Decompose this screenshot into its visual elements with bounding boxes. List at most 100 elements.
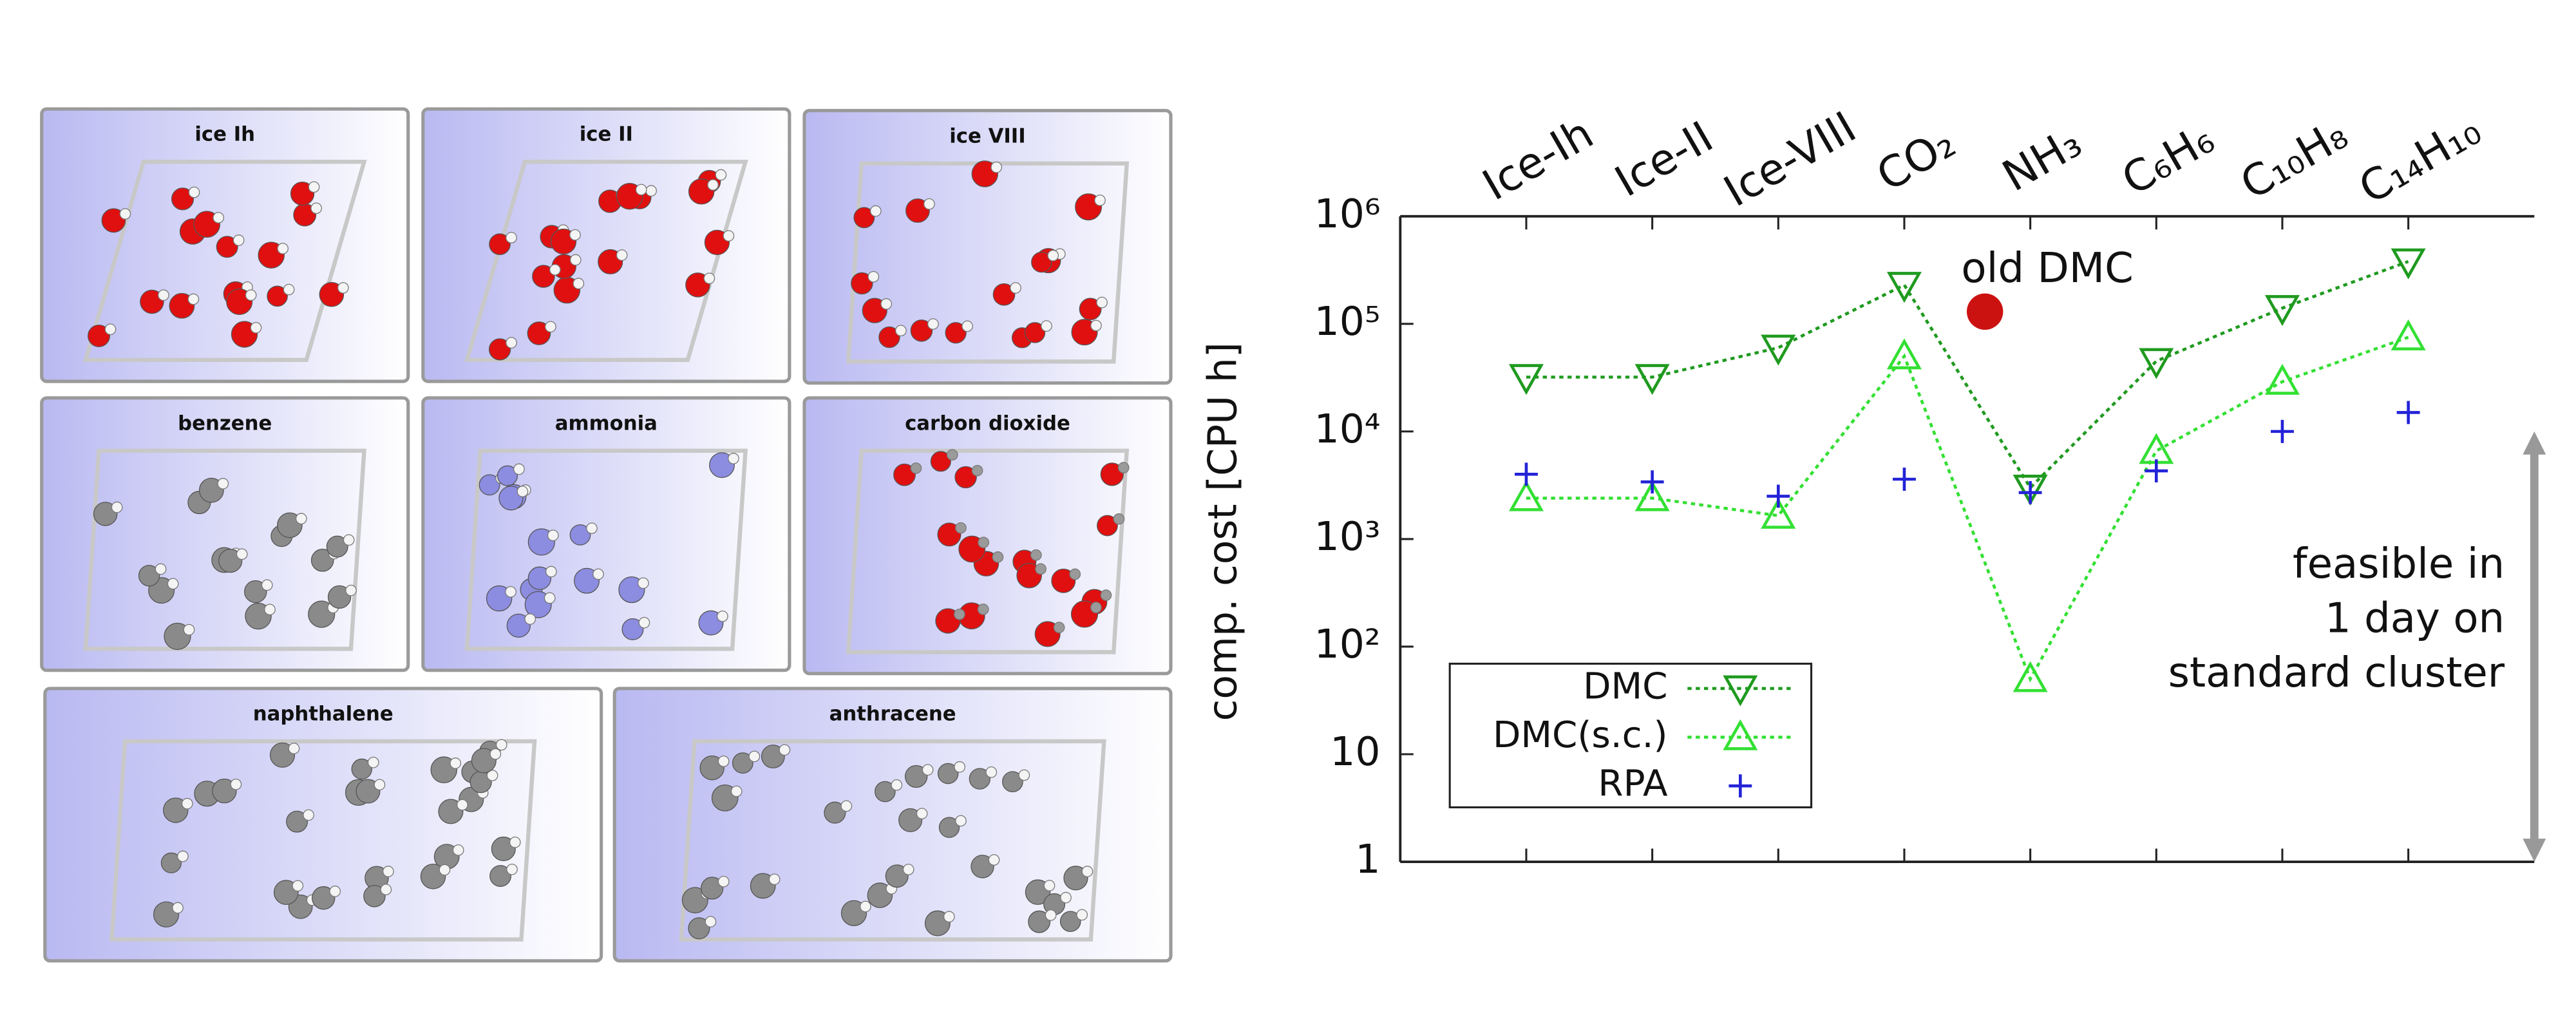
atom	[569, 524, 591, 546]
atom	[505, 586, 516, 598]
atom	[506, 613, 531, 638]
unit-cell	[846, 161, 1130, 364]
panel-title: anthracene	[829, 702, 956, 725]
panel-title: ice VIII	[949, 124, 1025, 147]
atom	[869, 205, 882, 217]
marker	[1766, 484, 1790, 508]
atom	[506, 863, 518, 875]
atom	[532, 265, 555, 288]
marker	[1761, 497, 1796, 529]
atom	[478, 474, 500, 496]
atom	[1059, 911, 1081, 932]
atom	[308, 181, 320, 193]
atom	[267, 285, 288, 307]
atom	[312, 886, 336, 910]
atom	[160, 852, 182, 873]
atom	[383, 866, 394, 877]
atom	[450, 757, 462, 769]
atom	[867, 271, 880, 283]
atom	[715, 169, 727, 181]
atom	[486, 770, 498, 781]
atom	[1069, 568, 1081, 580]
atom	[244, 580, 267, 604]
atom	[547, 529, 559, 542]
atom	[181, 797, 193, 810]
atom	[119, 208, 131, 220]
x-tick-label: C₆H₆	[2114, 113, 2222, 205]
atom	[489, 748, 502, 760]
atom	[516, 486, 529, 497]
atom	[250, 321, 262, 334]
marker	[1728, 774, 1752, 798]
panel: ice II	[421, 107, 791, 383]
atom	[1090, 602, 1102, 614]
atom	[1079, 298, 1102, 321]
unit-cell	[679, 739, 1106, 942]
marker	[2012, 474, 2048, 506]
unit-cell	[846, 448, 1130, 654]
atom	[295, 513, 307, 525]
x-tick-label: C₁₄H₁₀	[2351, 104, 2489, 213]
x-tick-label: C₁₀H₈	[2232, 109, 2356, 209]
atom	[969, 768, 990, 790]
atom	[902, 864, 914, 875]
atom	[230, 778, 242, 790]
atom	[946, 449, 958, 461]
panel-title: ice Ih	[194, 123, 255, 146]
atom	[851, 272, 873, 295]
atom	[457, 799, 468, 811]
atom	[527, 566, 552, 590]
atom	[506, 232, 517, 243]
atom	[645, 185, 657, 197]
atom	[927, 318, 939, 330]
atom	[288, 743, 300, 754]
panel-title: benzene	[178, 412, 272, 435]
marker	[2139, 433, 2174, 464]
marker	[2145, 459, 2168, 483]
atom	[495, 739, 507, 751]
atom	[374, 779, 386, 791]
atom	[290, 181, 315, 206]
atom	[549, 263, 561, 276]
atom	[1097, 515, 1118, 537]
atom	[893, 463, 916, 486]
atom	[860, 900, 871, 913]
annotation-text: old DMC	[1961, 245, 2133, 292]
atom	[327, 585, 352, 609]
marker	[1634, 480, 1670, 511]
atom	[616, 249, 628, 261]
atom	[171, 187, 194, 211]
atom	[923, 198, 935, 210]
atom	[1031, 251, 1052, 273]
atom	[898, 808, 923, 832]
atom	[569, 254, 582, 266]
panel-title: carbon dioxide	[905, 412, 1070, 435]
atom	[1081, 866, 1094, 877]
annotation-text: standard cluster	[2168, 649, 2505, 697]
atom	[638, 616, 650, 629]
atom	[954, 761, 965, 773]
atom	[880, 298, 893, 310]
atom	[138, 565, 160, 587]
atom	[701, 877, 724, 900]
marker	[2391, 319, 2426, 350]
panel-box	[802, 109, 1173, 385]
atom	[937, 522, 961, 547]
unit-cell	[82, 160, 367, 363]
atom	[824, 801, 846, 824]
atom	[489, 233, 511, 256]
legend-label: DMC(s.c.)	[1493, 714, 1668, 756]
atom	[732, 752, 753, 774]
panel-title: ice II	[580, 123, 633, 146]
panel: naphthalene	[43, 687, 603, 963]
atom	[292, 880, 304, 892]
atom	[768, 873, 781, 885]
y-tick-label: 10	[1330, 728, 1380, 775]
marker	[1761, 334, 1796, 366]
atom	[938, 817, 960, 838]
x-tick-label: CO₂	[1868, 117, 1964, 201]
atom	[1094, 195, 1106, 206]
arrow-head	[2523, 431, 2546, 455]
legend-label: RPA	[1598, 763, 1668, 805]
